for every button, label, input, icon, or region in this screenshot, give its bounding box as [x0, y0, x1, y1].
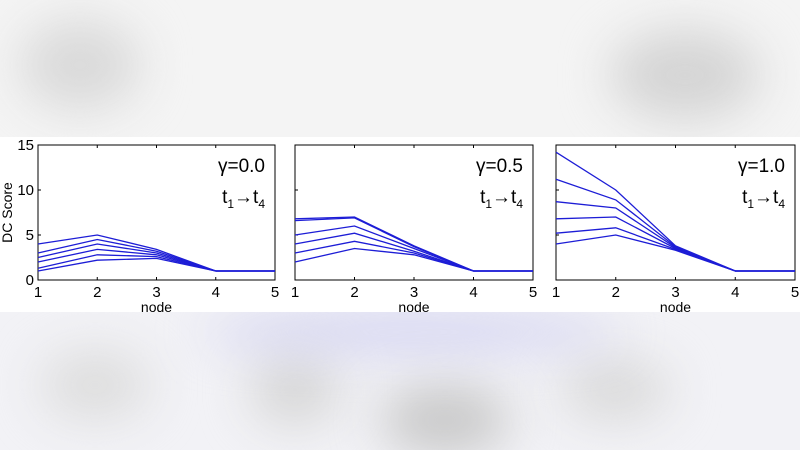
y-tick-label: 5: [26, 227, 34, 244]
annotation-text: →: [754, 187, 773, 208]
x-tick-label: 4: [212, 284, 220, 301]
annotation-text: t: [511, 187, 517, 208]
series-line-2: [37, 254, 275, 272]
x-tick-label: 3: [152, 284, 160, 301]
annotation-subscript: 4: [516, 197, 523, 211]
series-line-4: [555, 201, 795, 272]
annotation-text: t: [742, 187, 748, 208]
x-tick-label: 2: [350, 284, 358, 301]
x-tick-label: 3: [671, 284, 679, 301]
background-blob: [40, 350, 150, 420]
x-tick-label: 2: [93, 284, 101, 301]
x-tick-label: 4: [731, 284, 739, 301]
background-blob: [250, 355, 340, 425]
series-line-6: [555, 151, 795, 272]
annotation-text: t: [222, 187, 228, 208]
series-line-3: [555, 216, 795, 272]
annotation-subscript: 1: [227, 197, 234, 211]
annotation-subscript: 1: [747, 197, 754, 211]
background-blob: [560, 360, 670, 420]
annotation-subscript: 4: [778, 197, 785, 211]
x-tick-label: 5: [271, 284, 279, 301]
x-tick-label: 1: [552, 284, 560, 301]
x-tick-label: 2: [612, 284, 620, 301]
figure-strip: [0, 137, 800, 312]
series-line-5: [294, 217, 533, 272]
x-tick-label: 1: [34, 284, 42, 301]
annotation-subscript: 1: [485, 197, 492, 211]
series-line-2: [555, 227, 795, 272]
x-tick-label: 5: [791, 284, 799, 301]
y-axis-label: DC Score: [0, 182, 15, 243]
gamma-annotation: γ=0.0: [218, 156, 265, 177]
annotation-text: t: [480, 187, 486, 208]
y-tick-label: 15: [17, 137, 34, 154]
gamma-annotation: γ=0.5: [476, 156, 523, 177]
time-range-annotation: t1→t4: [480, 187, 523, 211]
x-axis-label: node: [660, 299, 691, 312]
annotation-subscript: 4: [258, 197, 265, 211]
annotation-text: t: [773, 187, 779, 208]
y-tick-label: 0: [26, 272, 34, 289]
background-blob: [20, 20, 140, 110]
background-blob: [200, 318, 620, 346]
x-tick-label: 5: [529, 284, 537, 301]
x-axis-label: node: [398, 299, 429, 312]
background-blob: [380, 385, 510, 450]
series-line-1: [555, 234, 795, 272]
x-tick-label: 1: [291, 284, 299, 301]
series-line-4: [294, 225, 533, 272]
x-tick-label: 3: [410, 284, 418, 301]
background-blob: [610, 30, 760, 120]
annotation-text: t: [253, 187, 259, 208]
y-tick-label: 10: [17, 182, 34, 199]
annotation-text: →: [234, 187, 253, 208]
x-tick-label: 4: [469, 284, 477, 301]
gamma-annotation: γ=1.0: [738, 156, 785, 177]
x-axis-label: node: [141, 299, 172, 312]
time-range-annotation: t1→t4: [222, 187, 265, 211]
series-line-3: [294, 232, 533, 272]
series-line-6: [37, 234, 275, 272]
series-line-4: [37, 243, 275, 272]
series-line-6: [294, 216, 533, 272]
annotation-text: →: [492, 187, 511, 208]
time-range-annotation: t1→t4: [742, 187, 785, 211]
